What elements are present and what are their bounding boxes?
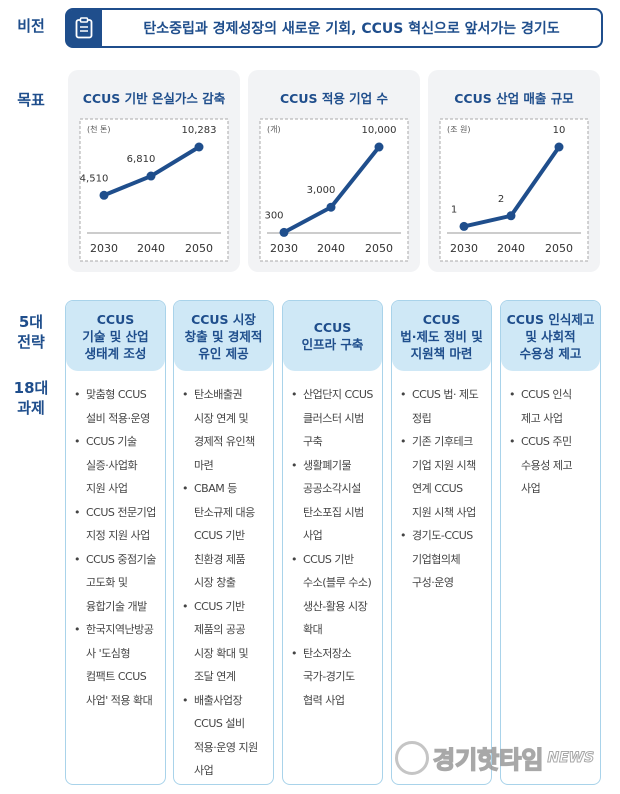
watermark-logo: 경기핫타임 NEWS bbox=[395, 740, 595, 775]
data-point bbox=[194, 142, 204, 152]
strategies-label: 5대 전략 bbox=[17, 313, 45, 351]
vision-banner: 탄소중립과 경제성장의 새로운 기회, CCUS 혁신으로 앞서가는 경기도 bbox=[65, 8, 603, 48]
task-item: CCUS 법· 제도 정립 bbox=[400, 383, 487, 430]
chart-title: CCUS 기반 온실가스 감축 bbox=[82, 91, 226, 106]
task-item: CCUS 인식 제고 사업 bbox=[509, 383, 596, 430]
line-chart: (조 원) 1 2030 2 2040 10 2050 bbox=[439, 118, 589, 262]
x-tick-label: 2030 bbox=[90, 242, 118, 255]
line-chart: (개) 300 2030 3,000 2040 10,000 2050 bbox=[259, 118, 409, 262]
data-label: 6,810 bbox=[127, 154, 156, 165]
task-item: 탄소배출권 시장 연계 및 경제적 유인책 마련 bbox=[182, 383, 269, 477]
x-tick-label: 2030 bbox=[450, 242, 478, 255]
strategy-title: CCUS 법·제도 정비 및 지원책 마련 bbox=[392, 301, 491, 371]
task-item: 배출사업장 CCUS 설비 적용·운영 지원 사업 bbox=[182, 689, 269, 783]
goals-label: 목표 bbox=[17, 91, 45, 109]
data-label: 1 bbox=[451, 204, 457, 215]
vision-text: 탄소중립과 경제성장의 새로운 기회, CCUS 혁신으로 앞서가는 경기도 bbox=[143, 21, 560, 37]
chart-title: CCUS 적용 기업 수 bbox=[279, 91, 389, 106]
data-label: 10,000 bbox=[362, 125, 397, 136]
task-item: 생활폐기물 공공소각시설 탄소포집 시범 사업 bbox=[291, 454, 378, 548]
chart-frame bbox=[439, 118, 589, 262]
task-item: CCUS 기반 제품의 공공 시장 확대 및 조달 연계 bbox=[182, 595, 269, 689]
logo-emblem-icon bbox=[395, 740, 429, 775]
task-item: 탄소저장소 국가-경기도 협력 사업 bbox=[291, 642, 378, 713]
data-point bbox=[146, 171, 156, 181]
task-list: 산업단지 CCUS 클러스터 시범 구축생활폐기물 공공소각시설 탄소포집 시범… bbox=[283, 383, 382, 712]
unit-label: (천 톤) bbox=[87, 124, 111, 134]
x-tick-label: 2050 bbox=[185, 242, 213, 255]
data-label: 3,000 bbox=[307, 185, 336, 196]
task-item: 경기도-CCUS 기업협의체 구성·운영 bbox=[400, 524, 487, 595]
strategy-title: CCUS 기술 및 산업 생태계 조성 bbox=[66, 301, 165, 371]
goal-chart-card: CCUS 산업 매출 규모 (조 원) 1 2030 2 2040 10 2050 bbox=[428, 70, 600, 272]
x-tick-label: 2050 bbox=[365, 242, 393, 255]
data-point bbox=[459, 221, 469, 231]
task-list: CCUS 법· 제도 정립기존 기후테크 기업 지원 시책 연계 CCUS 지원… bbox=[392, 383, 491, 595]
x-tick-label: 2040 bbox=[317, 242, 345, 255]
unit-label: (조 원) bbox=[447, 125, 471, 134]
task-item: 맞춤형 CCUS 설비 적용·운영 bbox=[74, 383, 161, 430]
task-item: CCUS 기술 실증·사업화 지원 사업 bbox=[74, 430, 161, 501]
strategy-title: CCUS 인식제고 및 사회적 수용성 제고 bbox=[501, 301, 600, 371]
chart-title: CCUS 산업 매출 규모 bbox=[454, 91, 574, 106]
strategy-column: CCUS 인프라 구축산업단지 CCUS 클러스터 시범 구축생활폐기물 공공소… bbox=[282, 300, 383, 785]
task-item: CCUS 기반 수소(블루 수소) 생산-활용 시장 확대 bbox=[291, 548, 378, 642]
strategy-column: CCUS 법·제도 정비 및 지원책 마련 CCUS 법· 제도 정립기존 기후테… bbox=[391, 300, 492, 785]
chart-frame bbox=[259, 118, 409, 262]
task-item: CBAM 등 탄소규제 대응 CCUS 기반 친환경 제품 시장 창출 bbox=[182, 477, 269, 595]
chart-frame bbox=[79, 118, 229, 262]
strategy-column: CCUS 인식제고 및 사회적 수용성 제고 CCUS 인식 제고 사업CCUS … bbox=[500, 300, 601, 785]
task-item: 한국지역난방공 사 '도심형 컴팩트 CCUS 사업' 적용 확대 bbox=[74, 618, 161, 712]
clipboard-icon bbox=[66, 10, 102, 46]
strategy-column: CCUS 시장 창출 및 경제적 유인 제공탄소배출권 시장 연계 및 경제적 … bbox=[173, 300, 274, 785]
task-item: CCUS 주민 수용성 제고 사업 bbox=[509, 430, 596, 501]
goal-chart-card: CCUS 적용 기업 수 (개) 300 2030 3,000 2040 10,000 205… bbox=[248, 70, 420, 272]
strategy-column: CCUS 기술 및 산업 생태계 조성맞춤형 CCUS 설비 적용·운영CCUS… bbox=[65, 300, 166, 785]
task-list: 탄소배출권 시장 연계 및 경제적 유인책 마련CBAM 등 탄소규제 대응 C… bbox=[174, 383, 273, 783]
data-point bbox=[374, 142, 384, 152]
data-label: 4,510 bbox=[80, 173, 109, 184]
data-point bbox=[279, 227, 289, 237]
x-tick-label: 2040 bbox=[137, 242, 165, 255]
line-chart: (천 톤) 4,510 2030 6,810 2040 10,283 2050 bbox=[79, 118, 229, 262]
goal-chart-card: CCUS 기반 온실가스 감축 (천 톤) 4,510 2030 6,810 2040 10… bbox=[68, 70, 240, 272]
task-item: 기존 기후테크 기업 지원 시책 연계 CCUS 지원 시책 사업 bbox=[400, 430, 487, 524]
data-label: 10,283 bbox=[182, 125, 217, 136]
task-item: 산업단지 CCUS 클러스터 시범 구축 bbox=[291, 383, 378, 454]
x-tick-label: 2050 bbox=[545, 242, 573, 255]
strategy-title: CCUS 인프라 구축 bbox=[283, 301, 382, 371]
data-point bbox=[99, 190, 109, 200]
data-label: 300 bbox=[264, 210, 283, 221]
task-item: CCUS 중점기술 고도화 및 융합기술 개발 bbox=[74, 548, 161, 619]
task-item: CCUS 전문기업 지정 지원 사업 bbox=[74, 501, 161, 548]
unit-label: (개) bbox=[267, 124, 281, 134]
x-tick-label: 2030 bbox=[270, 242, 298, 255]
data-point bbox=[326, 202, 336, 212]
strategy-title: CCUS 시장 창출 및 경제적 유인 제공 bbox=[174, 301, 273, 371]
data-label: 2 bbox=[498, 194, 504, 205]
x-tick-label: 2040 bbox=[497, 242, 525, 255]
data-label: 10 bbox=[553, 125, 566, 136]
data-point bbox=[506, 211, 516, 221]
data-point bbox=[554, 142, 564, 152]
tasks-label: 18대 과제 bbox=[13, 379, 49, 417]
vision-label: 비전 bbox=[17, 17, 45, 35]
